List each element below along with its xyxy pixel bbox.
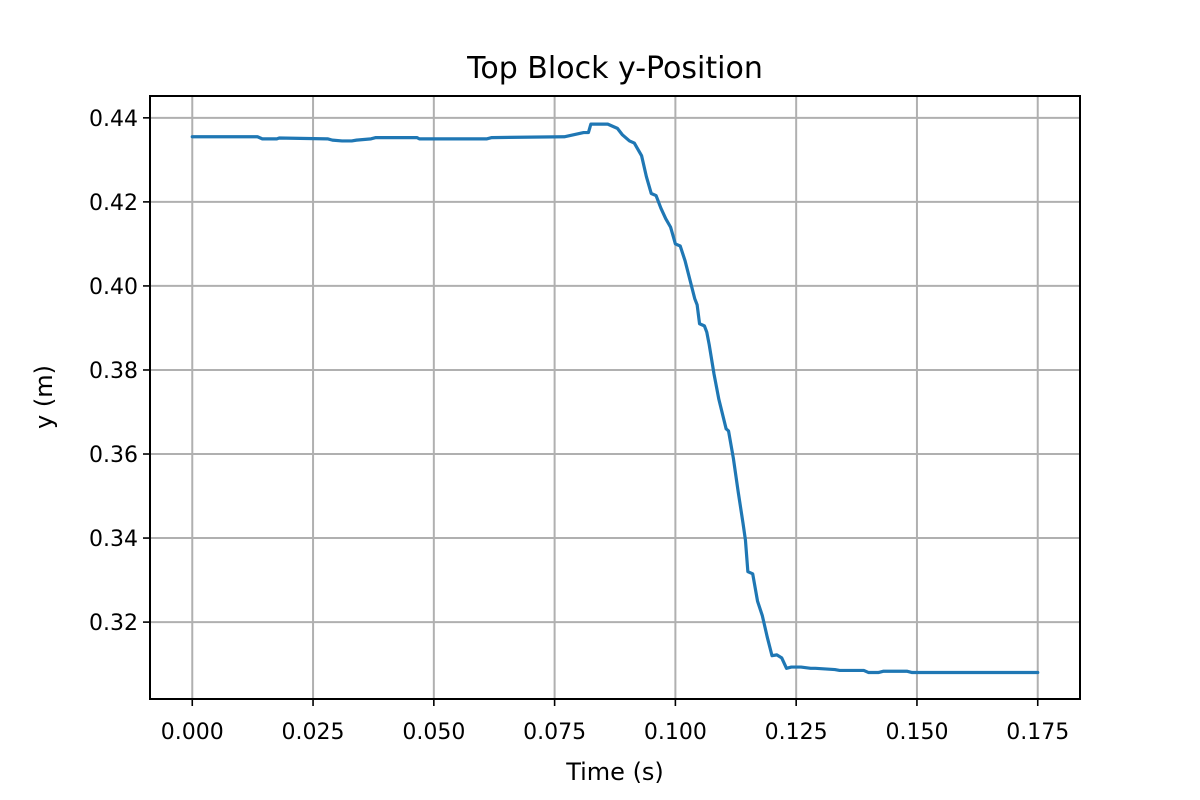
grid-layer [150,96,1080,699]
chart-title: Top Block y-Position [466,51,763,86]
x-tick-label: 0.000 [161,720,224,745]
y-tick-label: 0.44 [89,107,138,132]
x-tick-label: 0.025 [282,720,345,745]
x-tick-label: 0.075 [523,720,586,745]
x-tick-label: 0.175 [1006,720,1069,745]
series-layer [190,122,1040,675]
x-tick-label: 0.050 [402,720,465,745]
series-line-0 [190,122,1040,675]
tick-layer: 0.000 0.025 0.050 0.075 0.100 0.125 0.150 0.175… [89,107,1069,745]
y-tick-label: 0.32 [89,611,138,636]
x-tick-label: 0.125 [765,720,828,745]
y-tick-label: 0.42 [89,191,138,216]
plot-frame [149,95,1081,700]
x-tick-label: 0.150 [885,720,948,745]
y-tick-label: 0.38 [89,359,138,384]
y-tick-label: 0.34 [89,527,138,552]
y-axis-label: y (m) [30,365,58,429]
x-axis-label: Time (s) [565,758,664,786]
y-tick-label: 0.36 [89,443,138,468]
x-tick-label: 0.100 [644,720,707,745]
y-tick-label: 0.40 [89,275,138,300]
